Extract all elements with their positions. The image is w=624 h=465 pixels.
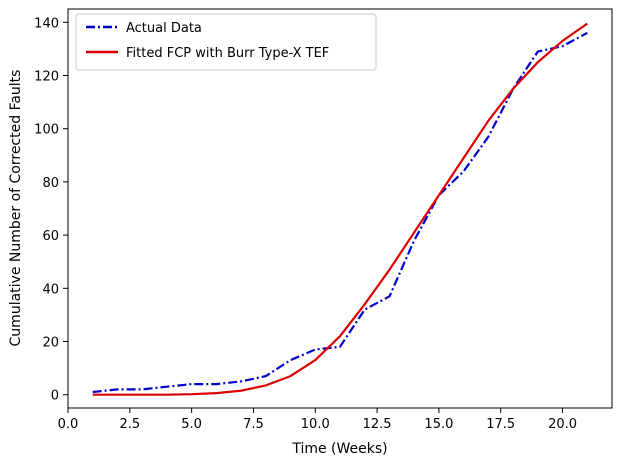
y-axis-label: Cumulative Number of Corrected Faults [8, 70, 24, 347]
plot-area [68, 9, 612, 408]
series-layer [92, 22, 588, 396]
y-tick-label: 20 [42, 336, 59, 351]
legend-actual-label: Actual Data [126, 21, 202, 36]
x-tick-label: 12.5 [363, 417, 392, 432]
axes-layer: 0.0 2.5 5.0 7.5 10.0 12.5 15.0 17.5 20.0 0 20 40 60 8… [34, 16, 577, 432]
actual-data-line [92, 31, 588, 394]
plot-frame [67, 8, 613, 409]
y-tick-label: 60 [42, 229, 59, 244]
y-tick-label: 40 [42, 282, 59, 297]
y-tick-label: 140 [34, 16, 59, 31]
x-tick-label: 20.0 [548, 417, 577, 432]
x-tick-label: 0.0 [58, 417, 79, 432]
x-tick-label: 15.0 [424, 417, 453, 432]
x-tick-label: 10.0 [301, 417, 330, 432]
y-tick-label: 0 [51, 389, 59, 404]
y-tick-label: 120 [34, 70, 59, 85]
x-axis-label: Time (Weeks) [291, 441, 387, 457]
legend-box [75, 13, 377, 71]
x-tick-label: 2.5 [119, 417, 140, 432]
x-tick-label: 5.0 [181, 417, 202, 432]
x-tick-label: 7.5 [243, 417, 264, 432]
legend-fitted-label: Fitted FCP with Burr Type-X TEF [126, 46, 329, 61]
fitted-curve-line [92, 22, 588, 396]
y-tick-label: 100 [34, 123, 59, 138]
y-tick-label: 80 [42, 176, 59, 191]
x-tick-label: 17.5 [486, 417, 515, 432]
legend: Actual Data Fitted FCP with Burr Type-X … [75, 13, 377, 71]
